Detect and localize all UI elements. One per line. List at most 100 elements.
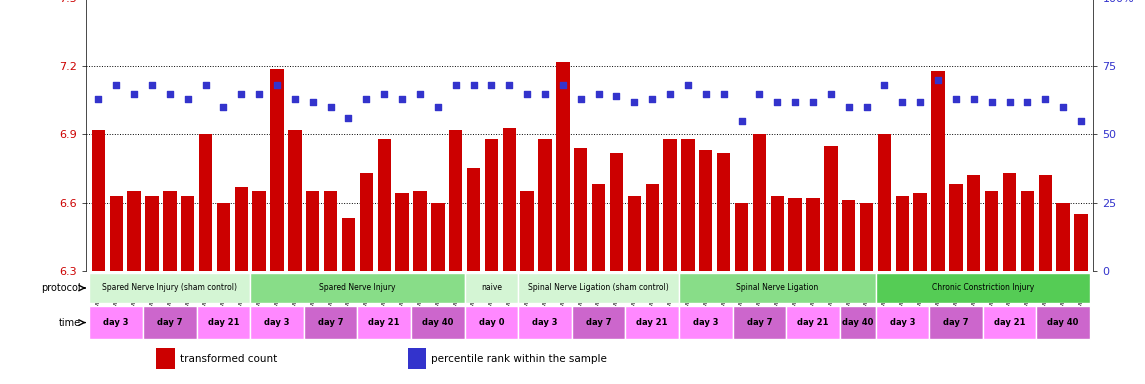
Bar — [931, 71, 945, 271]
Bar — [519, 306, 571, 339]
Bar — [89, 306, 143, 339]
Point — [339, 115, 357, 121]
Bar — [432, 202, 444, 271]
Point — [1018, 99, 1036, 105]
Text: day 21: day 21 — [637, 318, 668, 327]
Point — [428, 104, 447, 110]
Bar — [717, 152, 731, 271]
Point — [393, 96, 411, 102]
Text: Spared Nerve Injury: Spared Nerve Injury — [319, 283, 396, 293]
Bar — [556, 62, 569, 271]
Bar — [360, 173, 373, 271]
Point — [286, 96, 305, 102]
Bar — [876, 273, 1090, 303]
Bar — [465, 306, 519, 339]
Point — [982, 99, 1001, 105]
Bar — [1020, 191, 1034, 271]
Bar — [251, 273, 465, 303]
Point — [214, 104, 232, 110]
Text: day 0: day 0 — [479, 318, 504, 327]
Point — [1053, 104, 1072, 110]
Point — [250, 90, 268, 96]
Point — [447, 82, 465, 88]
Bar — [289, 130, 301, 271]
Point — [143, 82, 161, 88]
Bar — [411, 306, 465, 339]
Bar — [752, 134, 766, 271]
Bar — [771, 196, 784, 271]
Point — [590, 90, 608, 96]
Bar — [895, 196, 909, 271]
Point — [875, 82, 893, 88]
Text: day 7: day 7 — [747, 318, 772, 327]
Bar — [251, 306, 303, 339]
Bar — [519, 273, 679, 303]
Point — [893, 99, 911, 105]
Bar — [303, 306, 357, 339]
Bar — [681, 139, 695, 271]
Text: naive: naive — [481, 283, 502, 293]
Text: day 7: day 7 — [157, 318, 182, 327]
Bar — [181, 196, 195, 271]
Text: day 21: day 21 — [994, 318, 1025, 327]
Point — [357, 96, 376, 102]
Point — [411, 90, 429, 96]
Bar — [413, 191, 427, 271]
Point — [661, 90, 679, 96]
Point — [89, 96, 108, 102]
Point — [536, 90, 554, 96]
Text: Spinal Nerve Ligation: Spinal Nerve Ligation — [736, 283, 819, 293]
Bar — [378, 139, 390, 271]
Bar — [163, 191, 176, 271]
Bar — [839, 306, 876, 339]
Bar — [860, 202, 874, 271]
Bar — [145, 196, 159, 271]
Bar — [127, 191, 141, 271]
Point — [232, 90, 251, 96]
Text: day 21: day 21 — [207, 318, 239, 327]
Bar — [733, 306, 787, 339]
Bar — [679, 273, 876, 303]
Point — [1036, 96, 1055, 102]
Point — [785, 99, 804, 105]
Point — [911, 99, 930, 105]
Point — [500, 82, 519, 88]
Bar — [92, 130, 105, 271]
Bar — [968, 175, 980, 271]
Bar — [538, 139, 552, 271]
Point — [518, 90, 536, 96]
Point — [482, 82, 500, 88]
Bar — [89, 273, 251, 303]
Point — [125, 90, 143, 96]
Point — [714, 90, 733, 96]
Bar — [663, 139, 677, 271]
Bar — [467, 169, 480, 271]
Point — [750, 90, 768, 96]
Point — [465, 82, 483, 88]
Bar — [449, 130, 463, 271]
Point — [625, 99, 643, 105]
Point — [804, 99, 822, 105]
Text: Chronic Constriction Injury: Chronic Constriction Injury — [932, 283, 1034, 293]
Bar — [824, 146, 837, 271]
Point — [929, 77, 947, 83]
Bar — [982, 306, 1036, 339]
Bar — [357, 306, 411, 339]
Bar — [252, 191, 266, 271]
Text: day 3: day 3 — [264, 318, 290, 327]
Bar — [878, 134, 891, 271]
Point — [160, 90, 179, 96]
Bar — [216, 202, 230, 271]
Bar — [306, 191, 319, 271]
Bar — [1003, 173, 1017, 271]
Bar — [949, 184, 963, 271]
Bar — [521, 191, 534, 271]
Point — [839, 104, 858, 110]
Point — [179, 96, 197, 102]
Bar — [914, 194, 927, 271]
Bar — [197, 306, 251, 339]
Point — [679, 82, 697, 88]
Point — [376, 90, 394, 96]
Bar — [789, 198, 802, 271]
Text: transformed count: transformed count — [180, 354, 277, 364]
